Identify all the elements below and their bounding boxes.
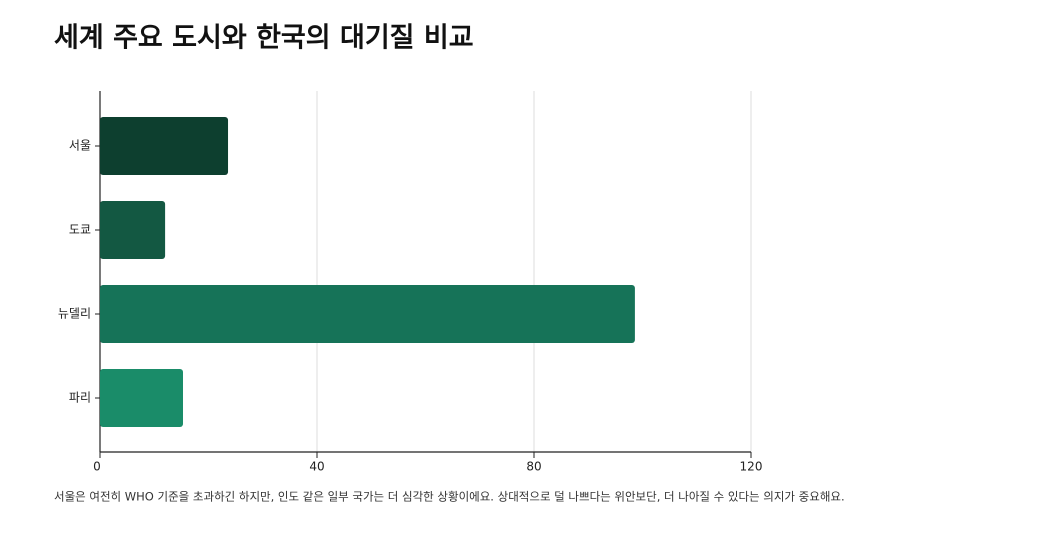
y-tick-label: 파리 bbox=[69, 391, 91, 405]
bar bbox=[100, 201, 166, 259]
chart-title: 세계 주요 도시와 한국의 대기질 비교 bbox=[54, 23, 474, 54]
bar bbox=[100, 117, 229, 175]
bar bbox=[100, 285, 635, 343]
y-tick-label: 뉴델리 bbox=[58, 307, 91, 321]
x-tick-label: 120 bbox=[740, 460, 763, 474]
y-tick-label: 서울 bbox=[69, 139, 91, 153]
y-tick-label: 도쿄 bbox=[69, 223, 91, 237]
x-tick-label: 0 bbox=[93, 460, 101, 474]
x-tick-label: 80 bbox=[526, 460, 541, 474]
x-tick-label: 40 bbox=[309, 460, 324, 474]
bar bbox=[100, 369, 184, 427]
chart-note: 서울은 여전히 WHO 기준을 초과하긴 하지만, 인도 같은 일부 국가는 더… bbox=[54, 490, 845, 504]
